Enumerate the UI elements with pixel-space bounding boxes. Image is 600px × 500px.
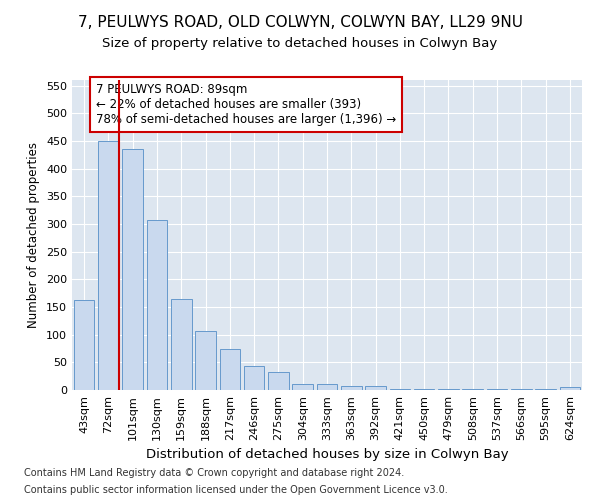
Text: 7, PEULWYS ROAD, OLD COLWYN, COLWYN BAY, LL29 9NU: 7, PEULWYS ROAD, OLD COLWYN, COLWYN BAY,…: [77, 15, 523, 30]
Bar: [560, 387, 580, 390]
Bar: [220, 349, 240, 390]
Bar: [341, 386, 362, 390]
Bar: [317, 384, 337, 390]
Text: 7 PEULWYS ROAD: 89sqm
← 22% of detached houses are smaller (393)
78% of semi-det: 7 PEULWYS ROAD: 89sqm ← 22% of detached …: [96, 83, 397, 126]
Bar: [74, 300, 94, 390]
Bar: [292, 384, 313, 390]
Bar: [244, 366, 265, 390]
Bar: [146, 220, 167, 390]
X-axis label: Distribution of detached houses by size in Colwyn Bay: Distribution of detached houses by size …: [146, 448, 508, 462]
Bar: [365, 386, 386, 390]
Text: Size of property relative to detached houses in Colwyn Bay: Size of property relative to detached ho…: [103, 38, 497, 51]
Bar: [122, 149, 143, 390]
Bar: [195, 331, 216, 390]
Bar: [268, 372, 289, 390]
Bar: [98, 141, 119, 390]
Text: Contains public sector information licensed under the Open Government Licence v3: Contains public sector information licen…: [24, 485, 448, 495]
Bar: [171, 298, 191, 390]
Text: Contains HM Land Registry data © Crown copyright and database right 2024.: Contains HM Land Registry data © Crown c…: [24, 468, 404, 477]
Y-axis label: Number of detached properties: Number of detached properties: [28, 142, 40, 328]
